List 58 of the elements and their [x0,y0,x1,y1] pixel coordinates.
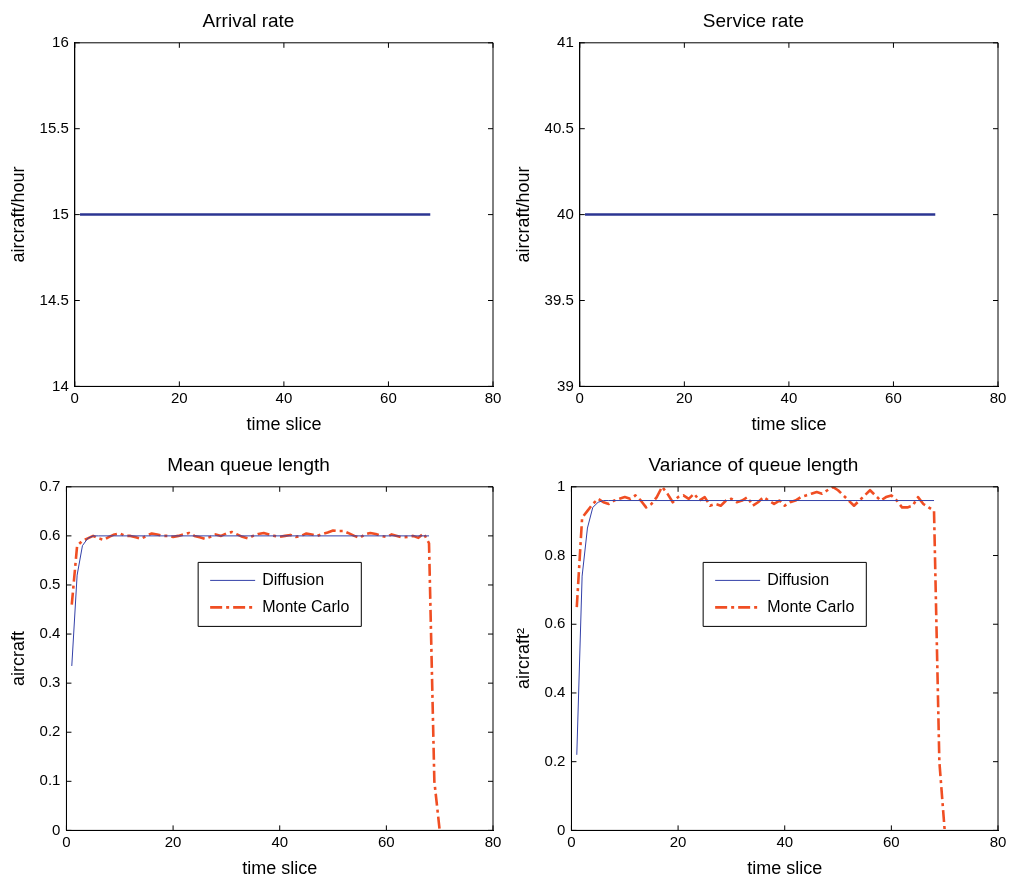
chart-title: Arrival rate [202,9,295,31]
chart-title: Service rate [702,9,805,31]
y-tick-label: 40.5 [544,118,574,136]
y-tick-label: 1 [557,476,566,494]
x-tick-label: 80 [484,388,502,406]
x-tick-label: 60 [378,832,395,850]
x-tick-label: 60 [885,388,902,406]
y-tick-label: 0 [52,820,61,838]
x-axis-title: time slice [747,858,823,879]
y-tick-label: 40 [557,204,574,222]
x-tick-label: 80 [989,388,1007,406]
y-tick-label: 0.7 [39,476,61,494]
y-tick-label: 15 [52,204,69,222]
y-axis-title: aircraft/hour [7,166,28,263]
x-tick-label: 80 [989,832,1007,850]
y-tick-label: 0.2 [544,751,566,769]
y-tick-label: 0.2 [39,722,61,740]
y-tick-label: 0.4 [39,624,61,642]
y-tick-label: 39.5 [544,290,574,308]
y-tick-label: 14.5 [39,290,69,308]
y-tick-label: 16 [52,32,69,50]
x-axis-title: time slice [751,414,827,435]
x-axis-title: time slice [246,414,322,435]
x-tick-label: 20 [171,388,188,406]
chart-title: Variance of queue length [648,453,859,475]
x-tick-label: 20 [676,388,693,406]
y-tick-label: 0.1 [39,771,61,789]
x-tick-label: 40 [275,388,293,406]
x-tick-label: 40 [780,388,798,406]
y-axis-title: aircraft [7,631,28,687]
legend-label: Monte Carlo [262,597,350,615]
y-tick-label: 14 [52,376,69,394]
chart-title: Mean queue length [167,453,330,475]
y-tick-label: 0.5 [39,575,61,593]
x-tick-label: 60 [380,388,397,406]
legend-label: Diffusion [262,570,325,588]
x-tick-label: 20 [669,832,687,850]
y-tick-label: 0 [557,820,566,838]
x-tick-label: 20 [164,832,182,850]
line-series [70,529,441,831]
y-tick-label: 0.3 [39,673,61,691]
legend-label: Diffusion [767,570,830,588]
y-tick-label: 39 [557,376,574,394]
x-tick-label: 80 [484,832,502,850]
y-tick-label: 0.6 [544,614,566,632]
y-axis-title: aircraft² [512,628,533,690]
y-tick-label: 41 [557,32,574,50]
line-series [575,486,946,831]
y-tick-label: 15.5 [39,118,69,136]
y-tick-label: 0.8 [544,545,566,563]
y-tick-label: 0.6 [39,526,61,544]
x-axis-title: time slice [242,858,318,879]
x-tick-label: 40 [776,832,794,850]
legend-label: Monte Carlo [767,597,855,615]
y-axis-title: aircraft/hour [512,166,533,263]
x-tick-label: 60 [883,832,900,850]
y-tick-label: 0.4 [544,683,566,701]
x-tick-label: 40 [271,832,289,850]
